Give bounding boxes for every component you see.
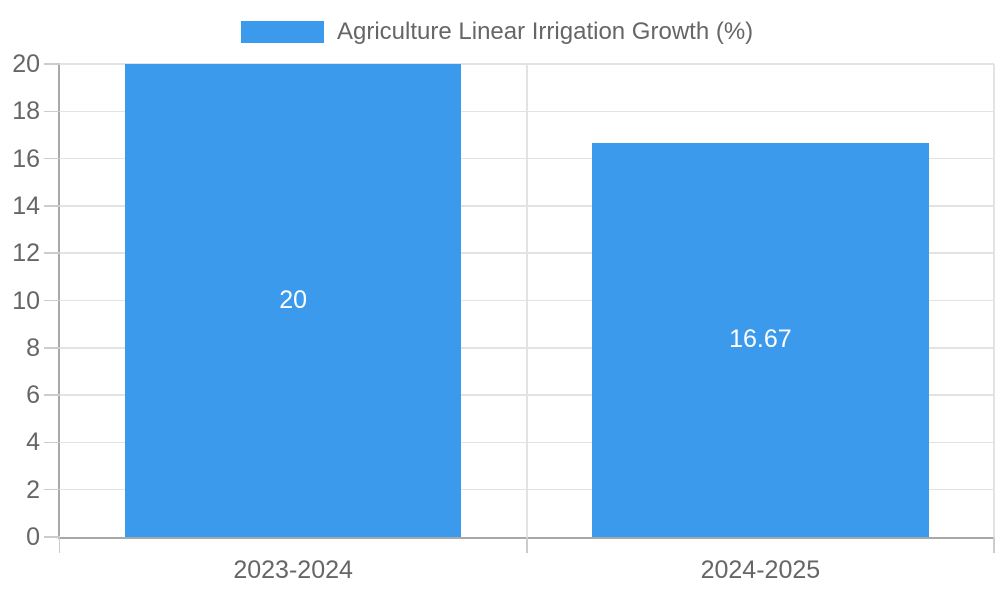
y-axis-line: [58, 64, 60, 539]
legend-item[interactable]: Agriculture Linear Irrigation Growth (%): [241, 18, 753, 46]
gridline: [59, 63, 994, 65]
bar-value-label: 20: [279, 286, 308, 314]
legend-label: Agriculture Linear Irrigation Growth (%): [337, 18, 754, 45]
y-axis-tick: [43, 299, 60, 302]
y-axis-tick: [43, 441, 60, 444]
y-axis-tick: [43, 205, 60, 207]
y-tick-label: 20: [12, 50, 40, 78]
gridline: [59, 252, 994, 254]
y-tick-label: 10: [12, 286, 40, 315]
gridline: [59, 394, 994, 396]
gridline: [59, 205, 994, 207]
gridline: [59, 299, 994, 302]
y-axis-tick: [43, 157, 60, 160]
x-tick-label: 2024-2025: [700, 556, 821, 584]
gridline: [59, 347, 994, 349]
bar-2024-2025[interactable]: 16.67: [592, 142, 929, 537]
y-tick-label: 4: [26, 428, 40, 457]
gridline: [59, 157, 994, 160]
gridline: [59, 488, 994, 491]
y-tick-label: 2: [26, 475, 40, 504]
y-tick-label: 6: [26, 381, 40, 410]
gridline: [59, 441, 994, 444]
y-axis-tick: [43, 347, 60, 349]
legend-swatch-icon: [241, 21, 324, 43]
y-tick-label: 12: [12, 239, 40, 268]
y-axis-tick: [43, 488, 60, 491]
y-tick-label: 18: [12, 97, 40, 126]
gridline: [59, 110, 994, 113]
x-axis-tick: [526, 537, 528, 553]
y-tick-label: 16: [12, 144, 40, 173]
y-tick-label: 8: [26, 333, 40, 362]
x-axis-tick: [993, 537, 995, 553]
gridline: [993, 64, 995, 537]
x-tick-label: 2023-2024: [233, 556, 353, 584]
y-axis-tick: [43, 252, 60, 254]
y-axis-tick: [43, 394, 60, 396]
bar-2023-2024[interactable]: 20: [124, 64, 462, 537]
y-axis-tick: [43, 63, 60, 65]
y-tick-label: 14: [12, 191, 40, 220]
y-tick-label: 0: [26, 523, 40, 551]
bar-value-label: 16.67: [729, 325, 792, 354]
y-axis-tick: [43, 536, 60, 538]
y-axis-tick: [43, 110, 60, 113]
x-axis-tick: [58, 537, 61, 553]
